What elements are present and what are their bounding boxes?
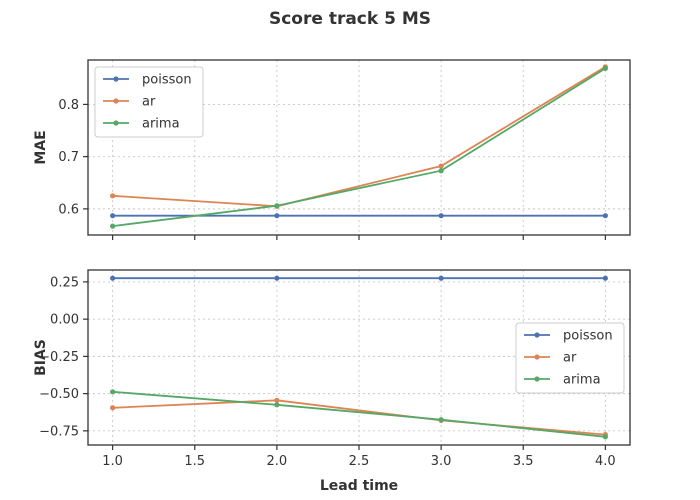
legend-label-ar: ar [142,95,156,110]
data-point-poisson [602,213,608,219]
mae-panel: 0.6 0.7 0.8 MAE poisson ar arima [33,59,631,240]
data-point-ar [274,397,280,403]
bias-panel: 1.0 1.5 2.0 2.5 3.0 3.5 4.0 0.25 0.00 −0.25 −0.50 −… [33,269,631,469]
legend-label-ar: ar [563,351,577,366]
data-point-arima [602,65,608,71]
legend-marker-ar [534,354,540,360]
series-line-arima [112,390,606,438]
legend-marker-ar [113,98,119,104]
data-point-poisson [274,213,280,219]
y-axis-label: BIAS [33,339,49,376]
data-point-poisson [110,275,116,281]
x-tick-label: 1.0 [102,454,123,469]
data-point-ar [438,163,444,169]
y-tick-label: 0.25 [50,275,79,290]
x-tick-label: 3.0 [431,454,452,469]
legend: poisson ar arima [94,66,204,138]
data-point-arima [438,417,444,423]
data-point-arima [438,168,444,174]
data-point-poisson [602,275,608,281]
x-tick-label: 2.0 [267,454,288,469]
legend-label-poisson: poisson [142,73,192,88]
data-point-poisson [274,275,280,281]
data-point-arima [274,203,280,209]
series-line-arima [112,67,606,227]
legend-box [94,66,204,138]
data-point-arima [274,402,280,408]
data-point-poisson [438,275,444,281]
plot-frame [87,269,631,446]
data-point-ar [110,405,116,411]
chart-title: Score track 5 MS [269,9,431,29]
x-tick-label: 4.0 [595,454,616,469]
y-tick-label: 0.8 [58,98,79,113]
y-tick-label: 0.7 [58,150,79,165]
plot-frame [87,59,631,236]
legend-label-poisson: poisson [563,329,613,344]
legend-marker-poisson [113,76,119,82]
legend: poisson ar arima [515,322,625,394]
x-tick-label: 2.5 [349,454,370,469]
data-point-poisson [438,213,444,219]
data-point-arima [110,223,116,229]
legend-marker-poisson [534,332,540,338]
y-axis-label: MAE [33,130,49,164]
series-line-ar [112,66,606,208]
y-tick-label: −0.25 [39,350,79,365]
y-tick-label: 0.00 [50,313,79,328]
data-point-ar [110,193,116,199]
x-tick-label: 1.5 [184,454,205,469]
x-axis-label: Lead time [320,478,398,494]
y-tick-label: −0.50 [39,387,79,402]
legend-label-arima: arima [142,117,180,132]
x-tick-label: 3.5 [513,454,534,469]
y-tick-label: −0.75 [39,424,79,439]
y-tick-label: 0.6 [58,202,79,217]
data-point-arima [110,389,116,395]
legend-box [515,322,625,394]
legend-label-arima: arima [563,373,601,388]
legend-marker-arima [534,376,540,382]
legend-marker-arima [113,120,119,126]
data-point-arima [602,434,608,440]
data-point-poisson [110,213,116,219]
